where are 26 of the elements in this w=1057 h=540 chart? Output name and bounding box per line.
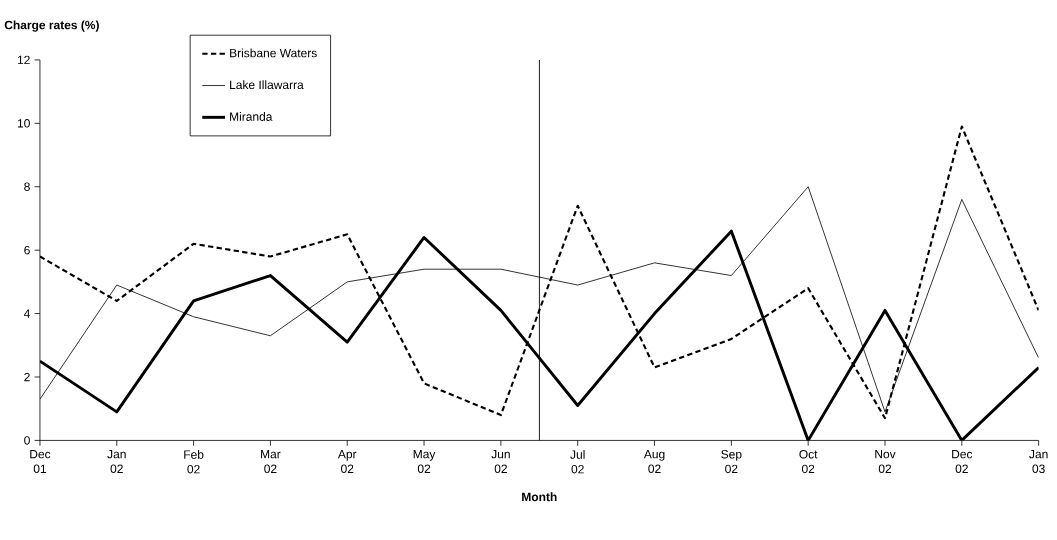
x-axis-title: Month <box>522 492 557 502</box>
x-tick-label: Nov 02 <box>875 449 896 473</box>
legend-label: Lake Illawarra <box>230 80 304 89</box>
y-axis-title: Charge rates (%) <box>4 20 99 32</box>
y-tick-label: 4 <box>23 309 30 318</box>
y-tick-label: 8 <box>24 182 30 191</box>
x-tick-label: Aug 02 <box>643 449 665 473</box>
x-tick-label: Jan 02 <box>107 449 126 473</box>
legend-label: Brisbane Waters <box>230 48 317 58</box>
x-tick-label: Dec 01 <box>30 449 51 473</box>
y-tick-label: 2 <box>24 372 30 382</box>
x-tick-label: Dec 02 <box>952 449 973 473</box>
x-tick-label: May 02 <box>413 449 436 473</box>
x-tick-label: Mar 02 <box>261 449 281 473</box>
x-tick-label: Feb 02 <box>184 449 204 474</box>
y-tick-label: 6 <box>24 245 30 255</box>
x-tick-label: Jul 02 <box>570 449 585 474</box>
x-tick-label: Jan 03 <box>1029 449 1048 473</box>
y-tick-label: 0 <box>24 436 30 445</box>
legend-label: Miranda <box>230 111 273 121</box>
x-tick-label: Sep 02 <box>721 449 742 473</box>
y-tick-label: 10 <box>17 118 30 128</box>
y-tick-label: 12 <box>17 55 30 64</box>
x-tick-label: Jun 02 <box>491 449 510 473</box>
x-tick-label: Apr 02 <box>337 449 357 473</box>
x-tick-label: Oct 02 <box>799 449 818 473</box>
